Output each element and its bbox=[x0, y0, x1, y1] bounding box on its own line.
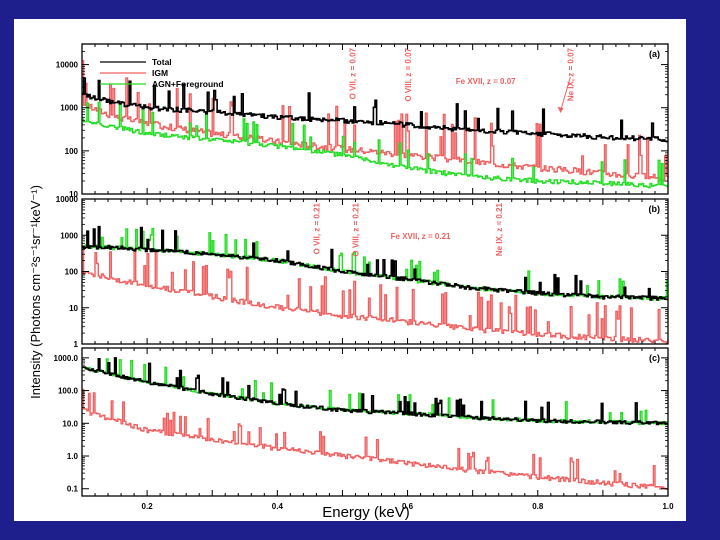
panel-label: (a) bbox=[649, 49, 660, 59]
series-igm-line bbox=[82, 388, 668, 490]
x-axis-label: Energy (keV) bbox=[322, 504, 410, 521]
y-tick-label: 100 bbox=[65, 147, 79, 156]
line-annotation: O VII, z = 0.07 bbox=[348, 47, 357, 99]
y-tick-label: 10000 bbox=[56, 61, 79, 70]
annotation-arrow bbox=[560, 76, 571, 112]
y-tick-label: 1 bbox=[74, 340, 79, 349]
panel-plot-area bbox=[82, 60, 668, 189]
panel-0: 10 100 1000 10000 (a) O VII, z = 0.07 O VIII, … bbox=[56, 43, 669, 199]
x-tick-label: 0.4 bbox=[272, 502, 284, 511]
y-tick-label: 1000 bbox=[60, 104, 78, 113]
line-annotation: Ne IX, z = 0.07 bbox=[567, 47, 576, 101]
x-tick-label: 0.8 bbox=[532, 502, 544, 511]
legend-entry: IGM bbox=[152, 68, 168, 78]
series-total-line bbox=[82, 225, 668, 301]
panel-frame bbox=[81, 347, 669, 497]
x-tick-label: 1.0 bbox=[662, 502, 674, 511]
y-axis-label: Intensity (Photons cm⁻²s⁻¹sr⁻¹keV⁻¹) bbox=[28, 185, 43, 399]
panel-label: (b) bbox=[649, 204, 661, 214]
annotation-arrowhead bbox=[557, 107, 564, 113]
y-tick-label: 10 bbox=[69, 304, 78, 313]
series-total-line bbox=[82, 357, 668, 426]
panel-frame bbox=[81, 43, 669, 195]
panel-plot-area bbox=[82, 225, 668, 344]
line-annotation: Fe XVII, z = 0.07 bbox=[456, 77, 516, 86]
x-tick-label: 0.6 bbox=[402, 502, 414, 511]
x-tick-label: 0.2 bbox=[142, 502, 154, 511]
y-tick-label: 10000 bbox=[56, 195, 79, 204]
legend-entry: AGN+Foreground bbox=[152, 79, 224, 89]
spectrum-chart: 10 100 1000 10000 (a) O VII, z = 0.07 O VIII, … bbox=[28, 43, 675, 521]
series-total-line bbox=[82, 77, 668, 143]
panel-label: (c) bbox=[649, 353, 660, 363]
panel-1: 1 10 100 1000 10000 (b) O VII, z = 0.21 O VIII,… bbox=[56, 195, 669, 349]
y-tick-label: 1000 bbox=[60, 231, 78, 240]
legend-entry: Total bbox=[152, 57, 172, 67]
y-tick-label: 1.0 bbox=[67, 452, 79, 461]
panel-frame bbox=[81, 198, 669, 345]
series-agn-foreground-line bbox=[82, 358, 668, 426]
y-tick-label: 100.0 bbox=[58, 387, 79, 396]
series-igm-line bbox=[82, 245, 668, 344]
x-tick-labels: 0.2 0.4 0.6 0.8 1.0 bbox=[142, 502, 675, 511]
panel-2: 0.1 1.0 10.0 100.0 1000.0 (c) bbox=[54, 347, 669, 497]
y-tick-label: 10 bbox=[69, 190, 78, 199]
y-tick-label: 10.0 bbox=[62, 419, 78, 428]
y-tick-label: 0.1 bbox=[67, 485, 79, 494]
y-tick-label: 100 bbox=[65, 268, 79, 277]
slide: 10 100 1000 10000 (a) O VII, z = 0.07 O VIII, … bbox=[14, 19, 686, 521]
y-tick-label: 1000.0 bbox=[54, 354, 79, 363]
line-annotation: O VII, z = 0.21 bbox=[313, 202, 322, 254]
chart-panels: 10 100 1000 10000 (a) O VII, z = 0.07 O VIII, … bbox=[54, 43, 669, 497]
line-annotation: O VIII, z = 0.07 bbox=[404, 47, 413, 101]
line-annotation: Ne IX, z = 0.21 bbox=[495, 202, 504, 256]
series-igm-line bbox=[82, 60, 668, 182]
series-agn-foreground-line bbox=[82, 101, 668, 189]
line-annotation: O VIII, z = 0.21 bbox=[352, 202, 361, 256]
panel-plot-area bbox=[82, 357, 668, 490]
line-annotation: Fe XVII, z = 0.21 bbox=[391, 232, 451, 241]
